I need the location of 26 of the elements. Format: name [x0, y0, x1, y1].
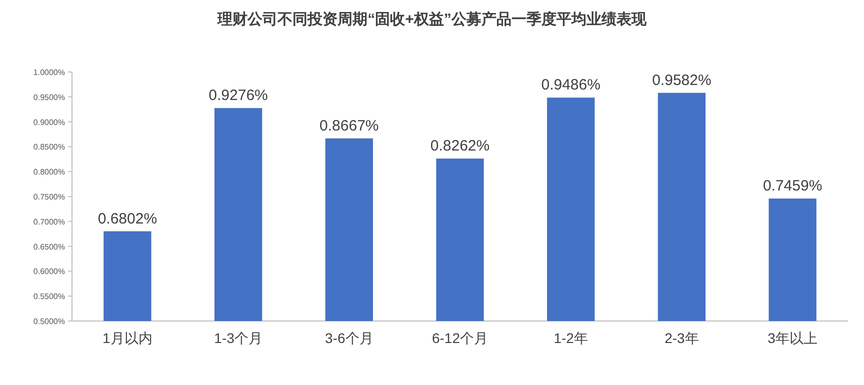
y-tick-label: 0.8500%	[33, 142, 65, 152]
y-tick-label: 0.5000%	[33, 317, 65, 326]
x-tick-label: 1-3个月	[214, 330, 262, 346]
x-tick-label: 6-12个月	[432, 330, 488, 346]
data-label: 0.7459%	[762, 178, 822, 195]
y-tick-label: 1.0000%	[33, 68, 65, 77]
y-tick-label: 0.8000%	[33, 168, 65, 177]
x-tick-label: 1-2年	[554, 330, 588, 346]
data-label: 0.6802%	[98, 210, 158, 228]
y-tick-label: 0.7000%	[33, 217, 65, 226]
x-tick-label: 2-3年	[664, 330, 699, 346]
y-tick-label: 0.6000%	[33, 267, 65, 276]
data-label: 0.9582%	[652, 72, 712, 89]
y-tick-label: 0.7500%	[33, 192, 65, 202]
data-label: 0.8262%	[430, 138, 490, 155]
x-tick-label: 3-6个月	[325, 330, 374, 346]
y-tick-label: 0.6500%	[33, 242, 65, 252]
data-label: 0.9276%	[208, 87, 268, 104]
y-tick-label: 0.9000%	[33, 118, 65, 127]
data-label: 0.9486%	[541, 76, 600, 94]
y-tick-label: 0.9500%	[33, 92, 65, 102]
x-tick-label: 3年以上	[768, 330, 818, 346]
data-label: 0.8667%	[320, 117, 379, 134]
y-tick-label: 0.5500%	[33, 292, 65, 302]
chart-title: 理财公司不同投资周期“固收+权益”公募产品一季度平均业绩表现	[216, 10, 648, 28]
x-tick-label: 1月以内	[102, 330, 152, 346]
